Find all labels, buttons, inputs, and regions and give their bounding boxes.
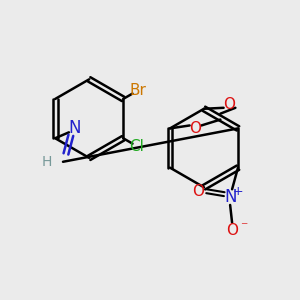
Text: ⁻: ⁻ [240, 220, 247, 235]
Text: O: O [226, 223, 238, 238]
Text: H: H [42, 155, 52, 169]
Text: N: N [68, 119, 81, 137]
Text: O: O [192, 184, 204, 199]
Text: Br: Br [129, 82, 146, 98]
Text: N: N [224, 188, 236, 206]
Text: O: O [224, 98, 236, 112]
Text: Cl: Cl [129, 139, 144, 154]
Text: +: + [233, 185, 243, 198]
Text: O: O [190, 121, 202, 136]
